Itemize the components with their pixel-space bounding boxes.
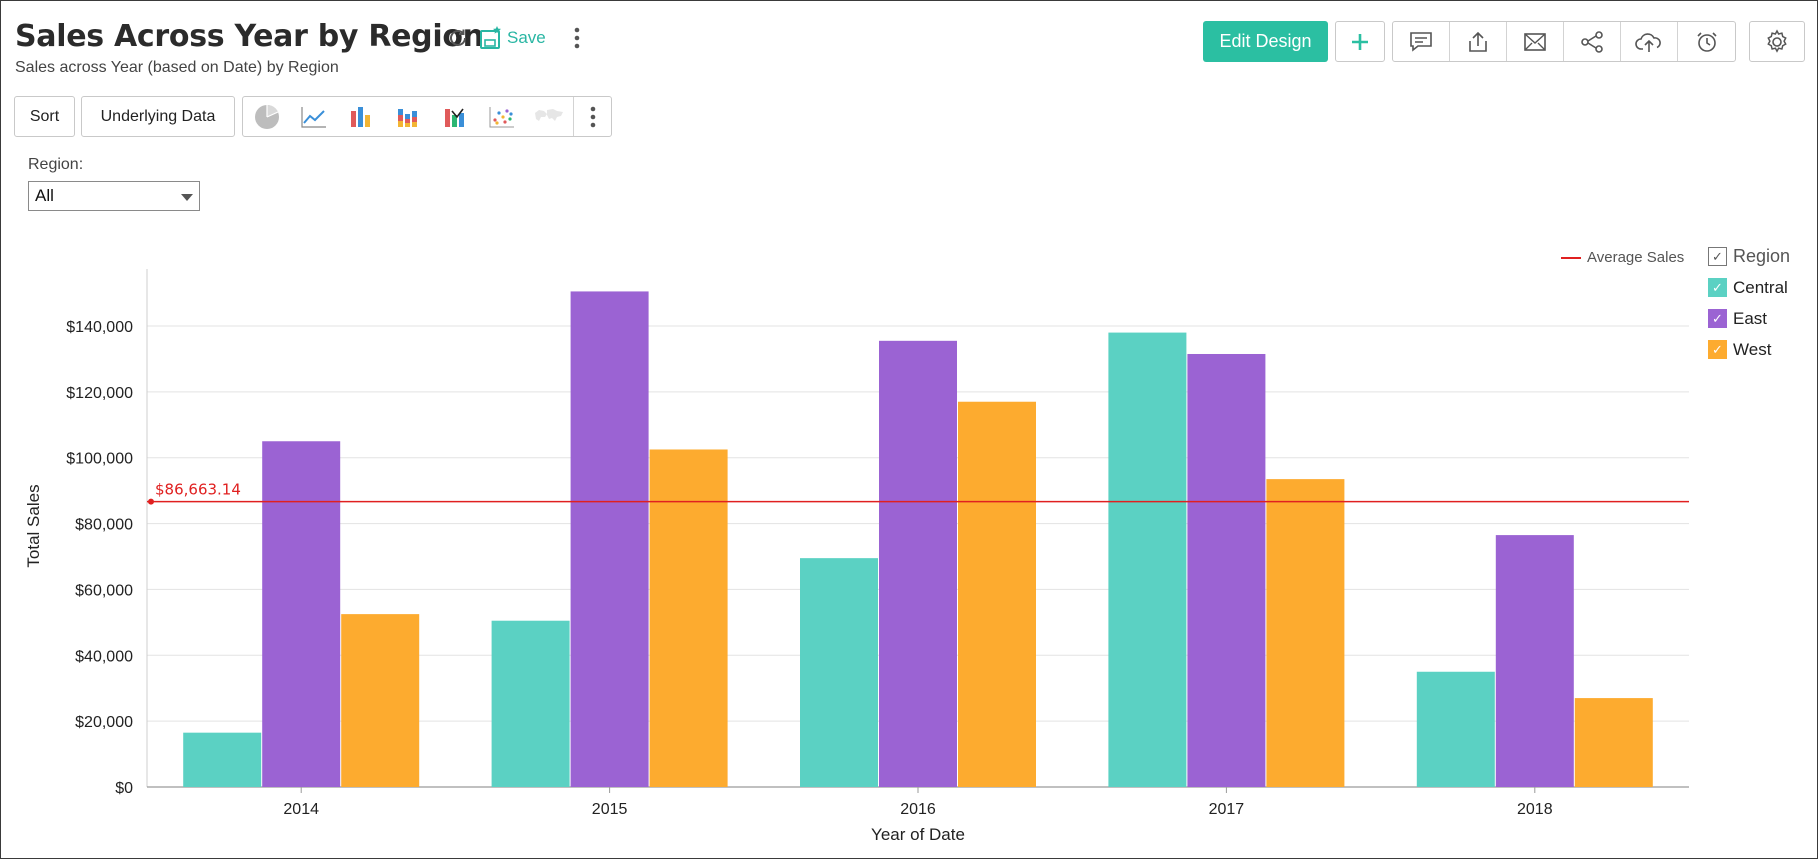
bar-east-2015[interactable] [570, 291, 649, 787]
checkbox-icon: ✓ [1708, 247, 1727, 266]
average-value-label: $86,663.14 [155, 481, 241, 499]
y-tick-label: $120,000 [66, 385, 133, 402]
bar-east-2016[interactable] [879, 340, 957, 787]
x-tick-label: 2015 [592, 801, 628, 818]
scatter-chart-icon[interactable] [478, 97, 525, 136]
more-options-icon[interactable] [560, 21, 594, 55]
drill-bar-icon[interactable] [431, 97, 478, 136]
bar-chart-icon[interactable] [337, 97, 384, 136]
line-chart-icon[interactable] [290, 97, 337, 136]
edit-design-button[interactable]: Edit Design [1203, 21, 1328, 62]
bar-east-2018[interactable] [1495, 535, 1574, 787]
legend-header[interactable]: ✓ Region [1708, 241, 1790, 272]
chart-type-switcher [242, 96, 612, 137]
legend-item-west[interactable]: ✓ West [1708, 334, 1790, 365]
bar-central-2017[interactable] [1108, 332, 1187, 787]
email-button[interactable] [1507, 22, 1564, 61]
alarm-icon [1696, 31, 1717, 52]
save-button[interactable]: Save [479, 25, 546, 51]
cloud-upload-icon [1635, 32, 1661, 52]
cloud-upload-button[interactable] [1621, 22, 1678, 61]
y-axis-title: Total Sales [24, 484, 43, 567]
refresh-icon[interactable] [441, 21, 475, 55]
x-axis-title: Year of Date [871, 825, 965, 844]
x-tick-label: 2014 [283, 801, 319, 818]
legend-item-east[interactable]: ✓ East [1708, 303, 1790, 334]
legend-label: East [1733, 308, 1768, 328]
bar-west-2014[interactable] [341, 614, 420, 787]
y-tick-label: $100,000 [66, 451, 133, 468]
x-tick-label: 2018 [1517, 801, 1553, 818]
share-icon [1581, 30, 1603, 53]
y-tick-label: $60,000 [75, 582, 133, 599]
bar-central-2015[interactable] [491, 620, 570, 787]
email-icon [1524, 32, 1546, 51]
region-filter-label: Region: [28, 156, 84, 173]
bar-west-2017[interactable] [1266, 479, 1345, 787]
chevron-down-icon [181, 194, 193, 201]
average-line-swatch [1561, 256, 1581, 259]
check-icon: ✓ [1708, 278, 1727, 297]
settings-button[interactable] [1749, 21, 1805, 62]
chart-more-icon[interactable] [573, 97, 611, 136]
y-tick-label: $40,000 [75, 648, 133, 665]
bar-west-2016[interactable] [958, 401, 1036, 787]
legend-item-central[interactable]: ✓ Central [1708, 272, 1790, 303]
stacked-bar-icon[interactable] [384, 97, 431, 136]
legend-title: Region [1733, 246, 1791, 266]
comment-button[interactable] [1393, 22, 1450, 61]
check-icon: ✓ [1708, 340, 1727, 359]
legend-label: West [1733, 339, 1772, 359]
x-tick-label: 2017 [1209, 801, 1245, 818]
pie-chart-icon[interactable] [243, 97, 290, 136]
bar-central-2014[interactable] [183, 732, 262, 787]
region-filter-select[interactable]: All [28, 181, 200, 211]
y-tick-label: $0 [115, 780, 133, 797]
gear-icon [1767, 28, 1787, 53]
action-button-group [1392, 21, 1736, 62]
page-subtitle: Sales across Year (based on Date) by Reg… [15, 59, 339, 76]
bar-west-2015[interactable] [649, 449, 728, 787]
sort-button[interactable]: Sort [14, 96, 75, 137]
bar-central-2016[interactable] [800, 558, 878, 787]
add-button[interactable] [1335, 21, 1385, 62]
x-tick-label: 2016 [900, 801, 936, 818]
plus-icon [1352, 33, 1368, 50]
y-tick-label: $80,000 [75, 517, 133, 534]
region-filter-value: All [35, 186, 54, 205]
average-legend[interactable]: Average Sales [1561, 249, 1684, 266]
schedule-button[interactable] [1678, 22, 1735, 61]
y-tick-label: $20,000 [75, 714, 133, 731]
bar-west-2018[interactable] [1574, 698, 1653, 787]
bar-east-2014[interactable] [262, 441, 341, 787]
header-actions: Save [441, 21, 594, 55]
save-label: Save [507, 28, 546, 47]
comment-icon [1410, 31, 1432, 52]
export-button[interactable] [1450, 22, 1507, 61]
y-tick-label: $140,000 [66, 319, 133, 336]
check-icon: ✓ [1708, 309, 1727, 328]
bar-east-2017[interactable] [1187, 353, 1266, 787]
bar-chart: $0 $20,000 $40,000 $60,000 $80,000 $100,000 $1… [24, 269, 1689, 844]
share-button[interactable] [1564, 22, 1621, 61]
underlying-data-button[interactable]: Underlying Data [81, 96, 235, 137]
region-legend: ✓ Region ✓ Central ✓ East ✓ West [1708, 241, 1790, 365]
average-legend-label: Average Sales [1587, 249, 1685, 266]
page-title: Sales Across Year by Region [15, 19, 484, 54]
bar-central-2018[interactable] [1416, 671, 1495, 787]
map-chart-icon[interactable] [525, 97, 572, 136]
export-icon [1469, 31, 1487, 52]
save-icon [480, 26, 501, 49]
average-line-marker [148, 498, 154, 505]
legend-label: Central [1733, 277, 1788, 297]
